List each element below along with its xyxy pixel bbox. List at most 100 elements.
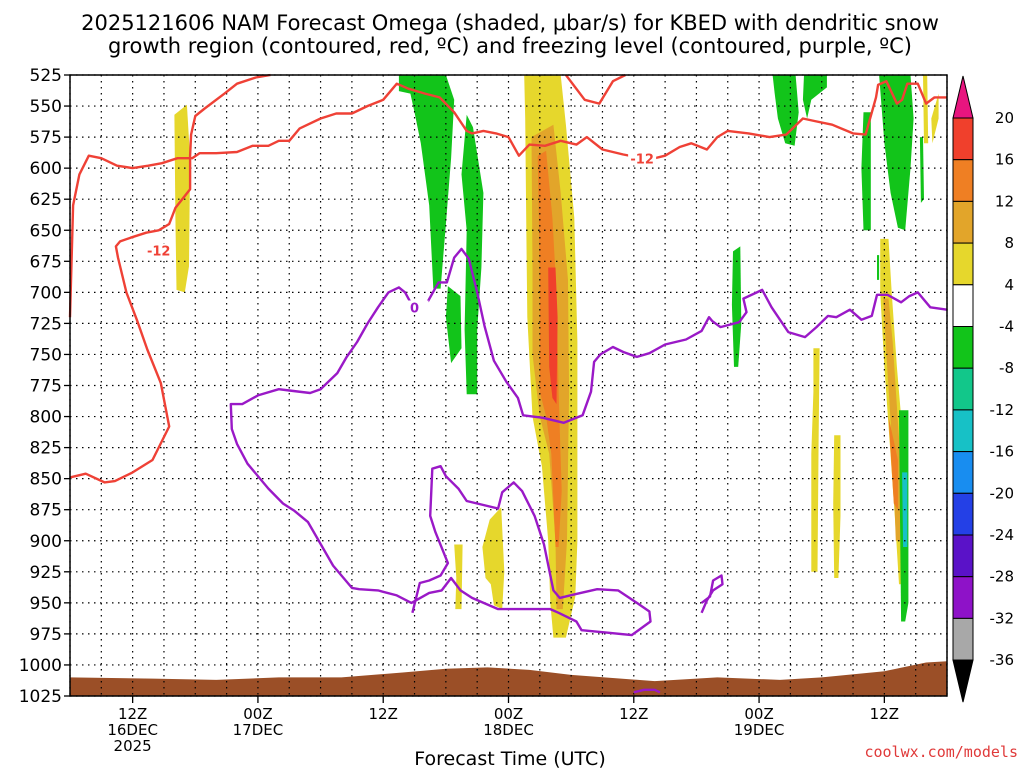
- colorbar-tick-8: -16: [990, 443, 1015, 461]
- ytick-label-19: 1000: [19, 656, 62, 676]
- omega-region-14: [879, 75, 914, 231]
- ytick-label-4: 625: [30, 190, 62, 210]
- y-axis: 525 550 575 600 625 650 675 700 725 750 775 800 825 8…: [19, 66, 70, 707]
- ytick-label-1: 550: [30, 97, 62, 117]
- colorbar-bin-0: [952, 75, 974, 119]
- dgz-contour-line-1: [69, 73, 271, 484]
- ytick-label-7: 700: [30, 283, 62, 303]
- ytick-label-5: 650: [30, 221, 62, 241]
- colorbar-bin-4: [952, 242, 974, 286]
- colorbar-tick-7: -12: [990, 401, 1015, 419]
- freezing-contour-line-1: [700, 574, 724, 614]
- terrain-layer: [70, 661, 947, 696]
- chart-title-line2: growth region (contoured, red, ºC) and f…: [108, 34, 912, 58]
- dgz-contour-label-2: -12: [630, 152, 654, 167]
- colorbar-bin-11: [952, 534, 974, 578]
- colorbar-tick-12: -32: [990, 609, 1015, 627]
- omega-region-1: [398, 75, 455, 289]
- xtick-label-3-0: 00Z: [494, 705, 523, 723]
- dgz-contour-label-bg-0: [144, 243, 173, 258]
- colorbar-bin-7: [952, 367, 974, 411]
- omega-region-20: [888, 416, 898, 510]
- colorbar-bin-13: [952, 617, 974, 661]
- colorbar-tick-1: 16: [995, 151, 1014, 169]
- ytick-label-12: 825: [30, 439, 62, 459]
- colorbar-tick-0: 20: [995, 109, 1014, 127]
- dgz-contour-label-bg-2: [628, 151, 657, 166]
- omega-region-15: [919, 137, 924, 203]
- omega-region-17: [931, 93, 939, 144]
- xtick-label-4-0: 12Z: [619, 705, 648, 723]
- colorbar-bin-12: [952, 576, 974, 619]
- colorbar-bin-9: [952, 451, 974, 494]
- ytick-label-14: 875: [30, 501, 62, 521]
- colorbar-bin-5: [952, 284, 974, 327]
- ytick-label-15: 900: [30, 532, 62, 552]
- omega-region-23: [877, 255, 880, 280]
- colorbar-bin-10: [952, 492, 974, 536]
- ytick-label-6: 675: [30, 252, 62, 272]
- colorbar-bin-8: [952, 409, 974, 453]
- xtick-label-5-0: 00Z: [744, 705, 773, 723]
- colorbar-tick-9: -20: [990, 484, 1015, 502]
- chart-title-line1: 2025121606 NAM Forecast Omega (shaded, μ…: [81, 11, 939, 35]
- xtick-label-6-0: 12Z: [870, 705, 899, 723]
- freezing-level-contours: 0: [229, 247, 948, 694]
- omega-region-25: [833, 435, 841, 578]
- x-axis-label: Forecast Time (UTC): [414, 748, 605, 768]
- ytick-label-16: 925: [30, 563, 62, 583]
- freezing-contour-line-2: [633, 688, 661, 694]
- omega-region-8: [482, 507, 505, 610]
- colorbar-bin-14: [952, 659, 974, 703]
- ytick-label-9: 750: [30, 345, 62, 365]
- colorbar-bin-3: [952, 200, 974, 244]
- omega-region-10: [731, 246, 742, 367]
- omega-region-3: [445, 286, 462, 364]
- colorbar-tick-5: -4: [999, 318, 1014, 336]
- omega-region-13: [861, 112, 871, 231]
- xtick-label-0-2: 2025: [114, 737, 152, 755]
- colorbar-tick-13: -36: [990, 651, 1015, 669]
- ytick-label-17: 950: [30, 594, 62, 614]
- freezing-contour-label-0: 0: [410, 301, 419, 316]
- omega-region-9: [454, 544, 463, 610]
- xtick-label-1-0: 00Z: [243, 705, 272, 723]
- xtick-label-3-1: 18DEC: [483, 721, 534, 739]
- site-credit[interactable]: coolwx.com/models: [864, 743, 1018, 761]
- freezing-contour-label-bg-0: [400, 300, 429, 315]
- colorbar-bin-1: [952, 117, 974, 161]
- ytick-label-20: 1025: [19, 687, 62, 707]
- dgz-contours: -12 -12: [68, 73, 947, 484]
- colorbar-tick-3: 8: [1004, 234, 1014, 252]
- ytick-label-13: 850: [30, 470, 62, 490]
- omega-region-16: [923, 75, 929, 144]
- xtick-label-2-0: 12Z: [369, 705, 398, 723]
- dgz-contour-line-0: [68, 79, 947, 318]
- omega-shading: [174, 75, 939, 638]
- colorbar-tick-10: -24: [990, 526, 1015, 544]
- colorbar-tick-6: -8: [999, 359, 1014, 377]
- ytick-label-2: 575: [30, 128, 62, 148]
- omega-region-12: [802, 75, 827, 119]
- omega-region-7: [548, 267, 558, 405]
- freezing-contour-line-0: [229, 247, 948, 637]
- colorbar-tick-2: 12: [995, 192, 1014, 210]
- ytick-label-0: 525: [30, 66, 62, 86]
- colorbar-tick-4: 4: [1004, 276, 1014, 294]
- ytick-label-3: 600: [30, 159, 62, 179]
- dgz-contour-line-2: [564, 73, 626, 105]
- colorbar: 20 16 12 8 4 -4 -8 -12 -16 -20 -24 -28 -32 -36: [952, 75, 1015, 703]
- dgz-contour-label-0: -12: [147, 244, 171, 259]
- omega-region-2: [461, 114, 484, 395]
- xtick-label-1-1: 17DEC: [233, 721, 284, 739]
- xtick-label-0-1: 16DEC: [107, 721, 158, 739]
- ytick-label-10: 775: [30, 377, 62, 397]
- ytick-label-11: 800: [30, 408, 62, 428]
- omega-region-24: [811, 348, 820, 572]
- xtick-label-5-1: 19DEC: [734, 721, 785, 739]
- terrain-fill: [70, 661, 947, 696]
- ytick-label-8: 725: [30, 314, 62, 334]
- colorbar-bin-2: [952, 159, 974, 202]
